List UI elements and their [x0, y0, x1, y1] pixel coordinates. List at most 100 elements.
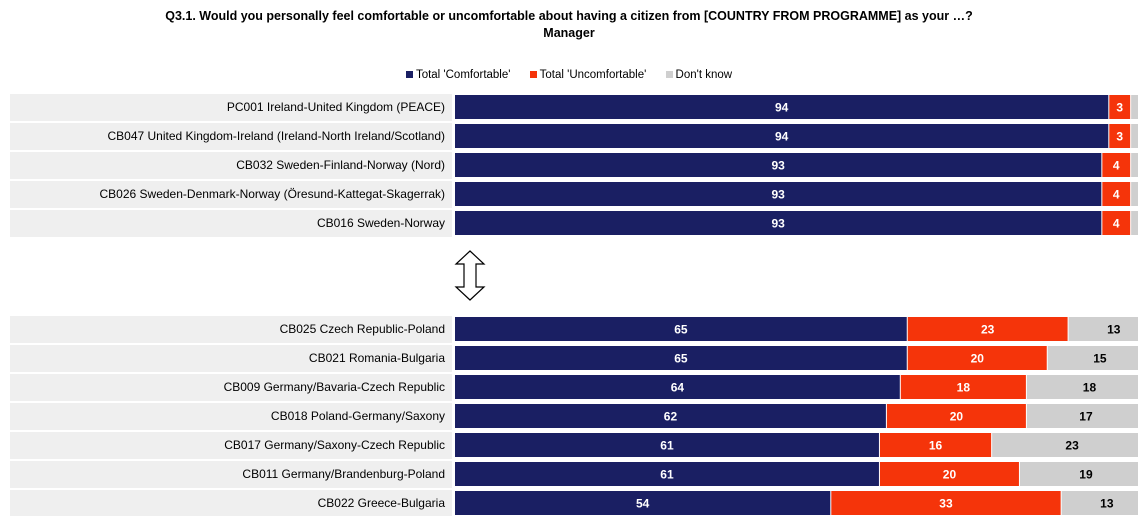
bar-segment-dont-know — [1019, 462, 1138, 486]
bar-segment-uncomfortable — [1102, 153, 1131, 177]
category-label-bg — [10, 490, 452, 516]
category-label-bg — [10, 123, 452, 150]
category-label: CB017 Germany/Saxony-Czech Republic — [224, 438, 445, 452]
category-label-bg — [10, 94, 452, 121]
bar-segment-comfortable — [455, 462, 879, 486]
bar-segment-dont-know — [1131, 124, 1138, 148]
bar-segment-dont-know — [1131, 211, 1138, 235]
category-label: CB022 Greece-Bulgaria — [318, 496, 446, 510]
data-label-comfortable: 61 — [660, 468, 674, 482]
chart-legend: Total 'Comfortable' Total 'Uncomfortable… — [0, 69, 1138, 81]
legend-label-dont-know: Don't know — [675, 69, 733, 81]
data-label-uncomfortable: 18 — [957, 381, 971, 395]
legend-label-uncomfortable: Total 'Uncomfortable' — [539, 69, 647, 81]
bar-segment-comfortable — [455, 404, 886, 428]
bar-segment-dont-know — [1026, 375, 1138, 399]
bar-segment-comfortable — [455, 211, 1102, 235]
bar-segment-dont-know — [1131, 153, 1138, 177]
legend-swatch-dont-know — [665, 71, 673, 78]
data-label-comfortable: 94 — [775, 101, 789, 115]
category-label: CB009 Germany/Bavaria-Czech Republic — [224, 380, 445, 394]
data-label-comfortable: 94 — [775, 130, 789, 144]
category-label-bg — [10, 432, 452, 459]
category-label-bg — [10, 345, 452, 372]
bar-segment-dont-know — [1061, 491, 1138, 515]
data-label-uncomfortable: 16 — [929, 439, 943, 453]
bar-segment-uncomfortable — [900, 375, 1026, 399]
category-label: CB047 United Kingdom-Ireland (Ireland-No… — [107, 129, 445, 143]
bar-segment-uncomfortable — [879, 433, 992, 457]
data-label-uncomfortable: 20 — [971, 352, 985, 366]
bar-segment-uncomfortable — [831, 491, 1061, 515]
category-label: CB025 Czech Republic-Poland — [280, 322, 445, 336]
data-label-uncomfortable: 3 — [1116, 130, 1123, 144]
data-label-uncomfortable: 4 — [1113, 159, 1120, 173]
bar-segment-uncomfortable — [1102, 211, 1131, 235]
category-label: CB016 Sweden-Norway — [317, 216, 445, 230]
category-label-bg — [10, 403, 452, 430]
data-label-comfortable: 62 — [664, 410, 678, 424]
bar-segment-dont-know — [1131, 182, 1138, 206]
category-label-bg — [10, 316, 452, 343]
legend-item-uncomfortable: Total 'Uncomfortable' — [529, 69, 647, 81]
legend-item-dont-know: Don't know — [665, 69, 733, 81]
bar-segment-dont-know — [1047, 346, 1138, 370]
data-label-comfortable: 93 — [771, 217, 785, 231]
data-label-uncomfortable: 20 — [950, 410, 964, 424]
legend-swatch-uncomfortable — [529, 71, 537, 78]
category-label-bg — [10, 181, 452, 208]
data-label-uncomfortable: 4 — [1113, 217, 1120, 231]
category-label: CB011 Germany/Brandenburg-Poland — [242, 467, 445, 481]
data-label-dont-know: 13 — [1100, 497, 1114, 511]
data-label-uncomfortable: 20 — [943, 468, 957, 482]
data-label-comfortable: 64 — [671, 381, 685, 395]
bar-segment-uncomfortable — [1102, 182, 1131, 206]
data-label-dont-know: 19 — [1079, 468, 1093, 482]
category-label-bg — [10, 461, 452, 488]
data-label-dont-know: 23 — [1065, 439, 1079, 453]
bar-segment-uncomfortable — [1109, 124, 1131, 148]
bar-segment-dont-know — [1026, 404, 1138, 428]
bar-segment-uncomfortable — [907, 317, 1068, 341]
data-label-comfortable: 93 — [771, 188, 785, 202]
bar-segment-comfortable — [455, 491, 831, 515]
data-label-uncomfortable: 23 — [981, 323, 995, 337]
data-label-comfortable: 54 — [636, 497, 650, 511]
category-label: CB026 Sweden-Denmark-Norway (Öresund-Kat… — [100, 187, 445, 201]
chart-title: Q3.1. Would you personally feel comforta… — [0, 8, 1138, 42]
data-label-dont-know: 15 — [1093, 352, 1107, 366]
data-label-comfortable: 93 — [771, 159, 785, 173]
bar-segment-uncomfortable — [886, 404, 1026, 428]
data-label-uncomfortable: 4 — [1113, 188, 1120, 202]
bar-segment-uncomfortable — [907, 346, 1047, 370]
bar-segment-uncomfortable — [1109, 95, 1131, 119]
category-label: CB032 Sweden-Finland-Norway (Nord) — [236, 158, 445, 172]
category-label: CB021 Romania-Bulgaria — [309, 351, 445, 365]
bar-segment-dont-know — [992, 433, 1138, 457]
data-label-comfortable: 61 — [660, 439, 674, 453]
category-label-bg — [10, 152, 452, 179]
bar-segment-dont-know — [1131, 95, 1138, 119]
category-label: PC001 Ireland-United Kingdom (PEACE) — [227, 100, 445, 114]
chart-title-line1: Q3.1. Would you personally feel comforta… — [165, 9, 973, 23]
bar-segment-comfortable — [455, 153, 1102, 177]
legend-item-comfortable: Total 'Comfortable' — [405, 69, 511, 81]
category-label: CB018 Poland-Germany/Saxony — [271, 409, 445, 423]
double-arrow-icon — [454, 250, 486, 301]
data-label-dont-know: 18 — [1083, 381, 1097, 395]
bar-segment-comfortable — [455, 433, 879, 457]
legend-label-comfortable: Total 'Comfortable' — [415, 69, 511, 81]
bar-segment-comfortable — [455, 124, 1109, 148]
chart-title-line2: Manager — [543, 26, 595, 40]
data-label-comfortable: 65 — [674, 352, 688, 366]
bar-segment-comfortable — [455, 346, 907, 370]
data-label-dont-know: 17 — [1079, 410, 1093, 424]
bar-segment-uncomfortable — [879, 462, 1019, 486]
bar-segment-comfortable — [455, 95, 1109, 119]
bar-segment-dont-know — [1068, 317, 1138, 341]
bar-segment-comfortable — [455, 182, 1102, 206]
bar-segment-comfortable — [455, 375, 900, 399]
data-label-uncomfortable: 33 — [939, 497, 953, 511]
category-label-bg — [10, 210, 452, 237]
